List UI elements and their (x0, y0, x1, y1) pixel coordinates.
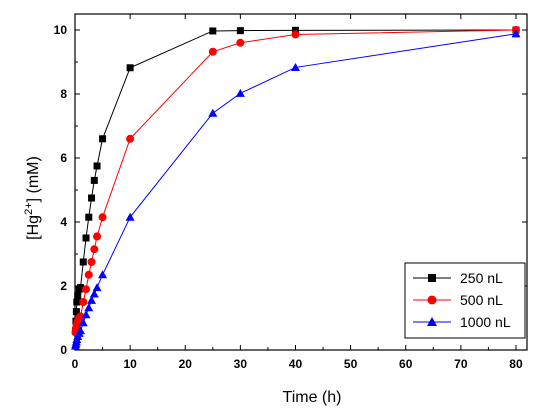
data-point (511, 29, 521, 38)
x-tick-label: 60 (399, 357, 413, 371)
data-point (92, 283, 102, 292)
data-point (90, 245, 99, 254)
data-point (84, 303, 94, 312)
data-point (81, 310, 91, 319)
data-point (79, 258, 87, 266)
x-tick-label: 50 (344, 357, 358, 371)
data-point (99, 135, 107, 143)
data-point (125, 212, 135, 221)
data-point (209, 27, 217, 35)
y-tick-label: 6 (60, 151, 67, 165)
x-tick-label: 40 (289, 357, 303, 371)
y-tick-label: 10 (54, 23, 68, 37)
y-tick-label: 8 (60, 87, 67, 101)
data-point (208, 108, 218, 117)
series-500-nl (71, 26, 520, 337)
x-tick-label: 0 (72, 357, 79, 371)
data-point (93, 232, 102, 241)
data-point (236, 27, 244, 35)
x-tick-label: 80 (509, 357, 523, 371)
y-tick-label: 0 (60, 343, 67, 357)
data-point (72, 308, 80, 316)
data-point (291, 30, 300, 39)
plot-area-border (74, 13, 528, 351)
data-point (82, 285, 91, 294)
data-point (290, 62, 300, 71)
data-point (93, 162, 101, 170)
data-point (291, 26, 299, 34)
data-point (90, 176, 98, 184)
x-tick-label: 20 (179, 357, 193, 371)
x-tick-label: 10 (123, 357, 137, 371)
legend-item-1000: 1000 nL (413, 314, 511, 330)
legend-marker-500 (427, 295, 437, 305)
x-axis-ticks: 0 10 20 30 40 50 60 70 80 (72, 14, 523, 371)
x-axis-title: Time (h) (283, 389, 342, 406)
data-point (76, 326, 86, 335)
x-tick-label: 70 (454, 357, 468, 371)
legend-item-500: 500 nL (413, 292, 503, 308)
y-axis-title-suffix: ] (mM) (25, 156, 42, 202)
data-point (73, 298, 81, 306)
data-point (208, 47, 217, 56)
legend-marker-250 (428, 274, 436, 282)
data-point (77, 284, 85, 292)
series-250-nl (71, 26, 520, 335)
data-point (89, 289, 99, 298)
y-axis-title: [Hg2+] (mM) (23, 156, 42, 240)
data-point (235, 88, 245, 97)
data-point (87, 258, 96, 266)
data-point (79, 298, 88, 306)
plot-frame (74, 13, 528, 351)
data-point (84, 270, 93, 279)
data-point (126, 134, 135, 143)
legend-label-1000: 1000 nL (460, 314, 511, 330)
series-layer (70, 26, 521, 350)
legend: 250 nL 500 nL 1000 nL (404, 262, 526, 339)
legend-item-250: 250 nL (413, 270, 503, 286)
data-point (236, 38, 245, 47)
data-point (76, 312, 85, 321)
data-point (87, 295, 97, 304)
data-point (126, 64, 134, 72)
legend-marker-1000 (427, 317, 437, 326)
legend-label-250: 250 nL (460, 270, 503, 286)
data-point (85, 213, 93, 221)
y-tick-label: 4 (60, 215, 67, 229)
data-point (82, 234, 90, 242)
y-tick-label: 2 (60, 279, 67, 293)
x-tick-label: 30 (234, 357, 248, 371)
series-1000-nl (70, 29, 521, 350)
legend-label-500: 500 nL (460, 292, 503, 308)
data-point (74, 292, 82, 300)
y-axis-title-superscript: 2+ (23, 202, 35, 215)
data-point (88, 194, 96, 202)
data-point (98, 213, 107, 222)
data-point (98, 270, 108, 279)
data-point (78, 318, 88, 327)
y-axis-title-prefix: [Hg (25, 215, 42, 240)
